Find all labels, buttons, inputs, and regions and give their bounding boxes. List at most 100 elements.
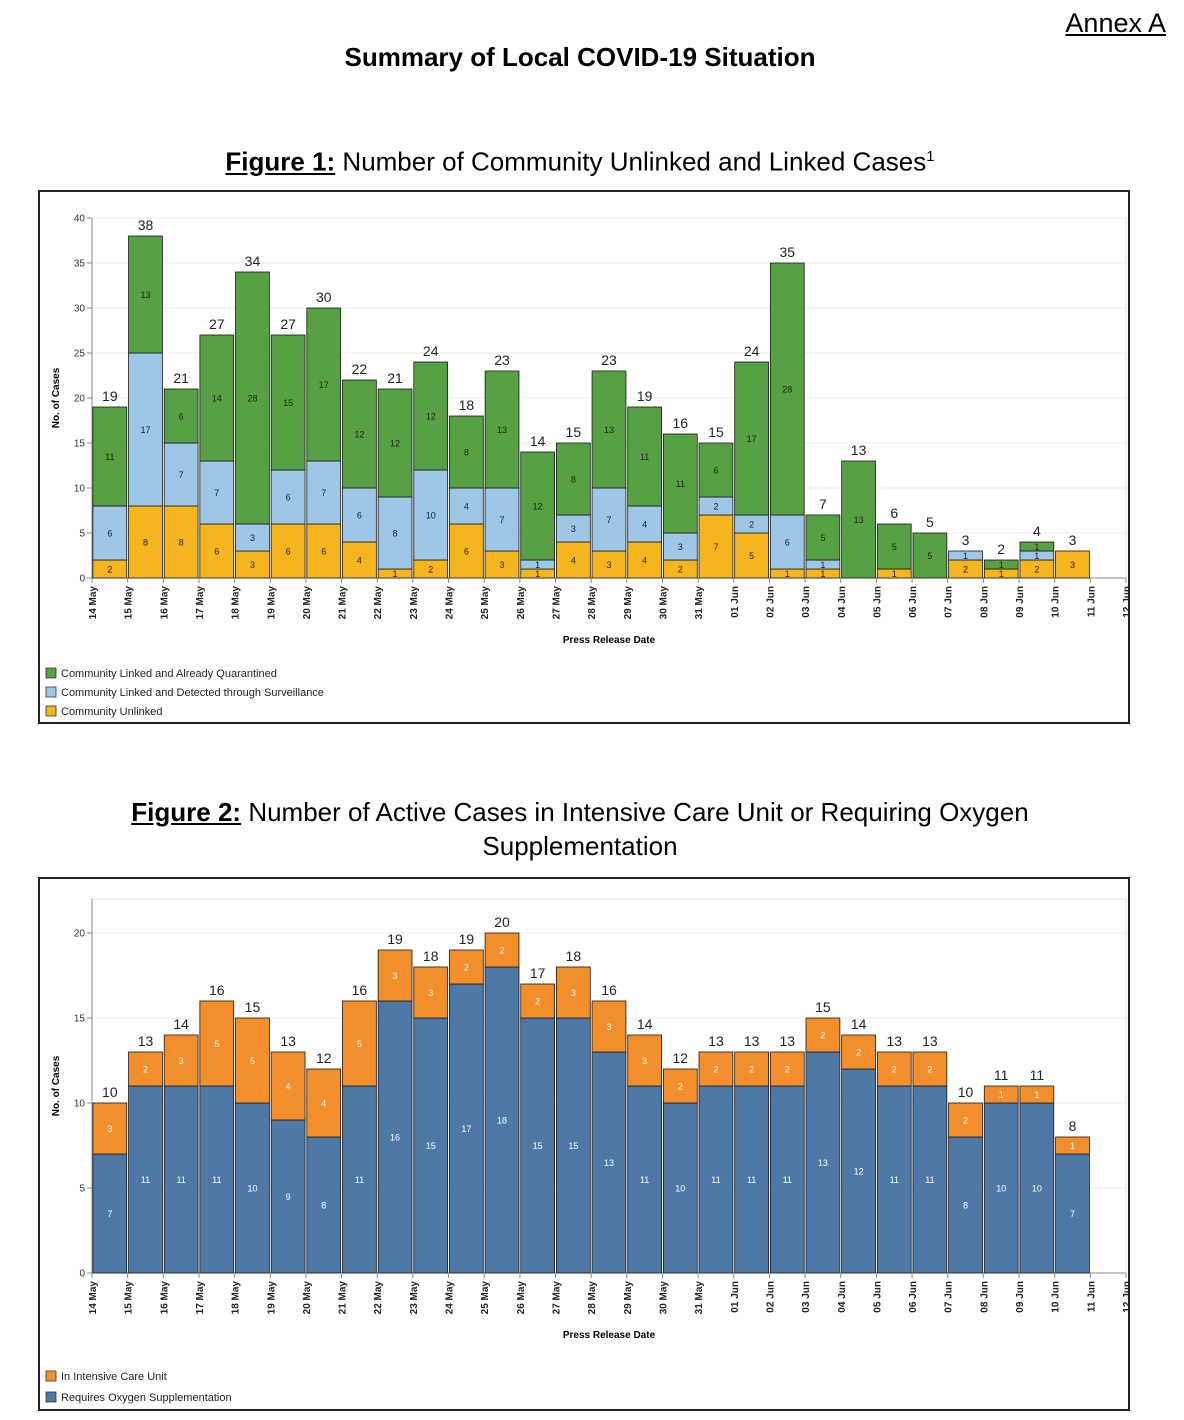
bar-segment	[627, 1034, 662, 1087]
segment-label: 7	[214, 488, 219, 498]
segment-label: 12	[854, 1167, 864, 1177]
segment-label: 13	[140, 290, 150, 300]
segment-label: 3	[500, 560, 505, 570]
segment-label: 11	[212, 1175, 221, 1185]
total-label: 11	[1030, 1067, 1045, 1083]
total-label: 14	[173, 1016, 189, 1032]
x-tick-label: 16 May	[159, 586, 170, 620]
y-tick-label: 10	[74, 484, 86, 495]
total-label: 18	[459, 397, 475, 413]
y-tick-label: 40	[74, 214, 86, 225]
segment-label: 1	[999, 569, 1004, 579]
bar-segment	[377, 949, 413, 1002]
segment-label: 13	[818, 1158, 828, 1168]
x-tick-label: 18 May	[231, 1281, 242, 1315]
total-label: 21	[173, 370, 189, 386]
total-label: 13	[708, 1033, 724, 1049]
x-tick-label: 17 May	[195, 586, 206, 620]
x-tick-label: 29 May	[623, 586, 634, 620]
segment-label: 4	[286, 1082, 291, 1092]
bar-segment	[734, 1051, 769, 1087]
segment-label: 6	[785, 538, 790, 548]
bar-segment	[698, 1051, 734, 1087]
legend-label: Community Linked and Detected through Su…	[61, 687, 324, 699]
segment-label: 3	[606, 1022, 611, 1032]
x-tick-label: 14 May	[88, 1281, 99, 1315]
segment-label: 2	[678, 1082, 683, 1092]
segment-label: 8	[464, 448, 469, 458]
bar-segment	[128, 235, 163, 354]
total-label: 13	[886, 1033, 902, 1049]
segment-label: 7	[179, 470, 184, 480]
bar-segment	[805, 1017, 841, 1053]
page-title: Summary of Local COVID-19 Situation	[344, 42, 816, 72]
segment-label: 8	[143, 538, 148, 548]
x-tick-label: 30 May	[658, 1281, 669, 1315]
bar-segment	[841, 460, 876, 579]
figure2-chart-panel: 0 5 10 15 20 No. of Cases 14 May 15 May 16 May 17…	[38, 877, 1130, 1411]
total-label: 3	[1069, 532, 1077, 548]
bar-segment	[449, 949, 484, 985]
segment-label: 12	[390, 439, 400, 449]
bar-segment	[92, 1102, 128, 1155]
bar-segment	[520, 1017, 556, 1274]
y-tick-label: 0	[79, 574, 85, 585]
legend-label: Requires Oxygen Supplementation	[61, 1392, 232, 1404]
total-label: 8	[1069, 1118, 1077, 1134]
bar-segment	[235, 523, 270, 552]
bar-segment	[484, 550, 520, 579]
x-tick-label: 15 May	[124, 586, 135, 620]
segment-label: 3	[642, 1056, 647, 1066]
segment-label: 3	[428, 988, 433, 998]
x-tick-label: 18 May	[231, 586, 242, 620]
bar-segment	[342, 541, 377, 579]
segment-label: 15	[426, 1141, 436, 1151]
segment-label: 15	[533, 1141, 543, 1151]
segment-label: 2	[713, 1065, 718, 1075]
bar-segment	[591, 550, 627, 579]
segment-label: 2	[678, 565, 683, 575]
x-tick-label: 07 Jun	[944, 586, 955, 618]
x-tick-label: 14 May	[88, 586, 99, 620]
bar-segment	[92, 1153, 128, 1274]
segment-label: 17	[747, 434, 757, 444]
segment-label: 5	[927, 551, 932, 561]
segment-label: 1	[1034, 551, 1039, 561]
bar-segment	[662, 433, 698, 534]
bar-segment	[342, 1085, 377, 1274]
x-tick-label: 28 May	[587, 586, 598, 620]
x-tick-label: 26 May	[516, 586, 527, 620]
x-tick-label: 12 Jun	[1122, 1281, 1128, 1313]
segment-label: 1	[785, 569, 790, 579]
y-tick-label: 15	[74, 1014, 86, 1025]
segment-label: 1	[820, 569, 825, 579]
x-tick-label: 19 May	[266, 586, 277, 620]
total-label: 18	[566, 948, 582, 964]
segment-label: 2	[535, 997, 540, 1007]
segment-label: 11	[676, 479, 685, 489]
x-tick-label: 03 Jun	[801, 1281, 812, 1313]
segment-label: 2	[464, 963, 469, 973]
total-label: 10	[102, 1084, 118, 1100]
bar-segment	[306, 460, 342, 525]
segment-label: 6	[179, 412, 184, 422]
bar-segment	[128, 1085, 163, 1274]
total-label: 19	[637, 388, 653, 404]
segment-label: 3	[250, 560, 255, 570]
segment-label: 2	[1034, 565, 1039, 575]
bar-segment	[698, 1085, 734, 1274]
segment-label: 2	[927, 1065, 932, 1075]
segment-label: 7	[321, 488, 326, 498]
bar-segment	[734, 532, 769, 579]
segment-label: 5	[357, 1039, 362, 1049]
segment-label: 13	[854, 515, 864, 525]
bar-segment	[627, 505, 662, 543]
bar-segment	[449, 415, 484, 489]
segment-label: 1	[963, 551, 968, 561]
x-tick-label: 11 Jun	[1086, 1281, 1097, 1312]
x-tick-label: 11 Jun	[1086, 586, 1097, 617]
bar-segment	[270, 1051, 306, 1121]
segment-label: 2	[749, 1065, 754, 1075]
segment-label: 5	[214, 1039, 219, 1049]
segment-label: 28	[782, 385, 792, 395]
